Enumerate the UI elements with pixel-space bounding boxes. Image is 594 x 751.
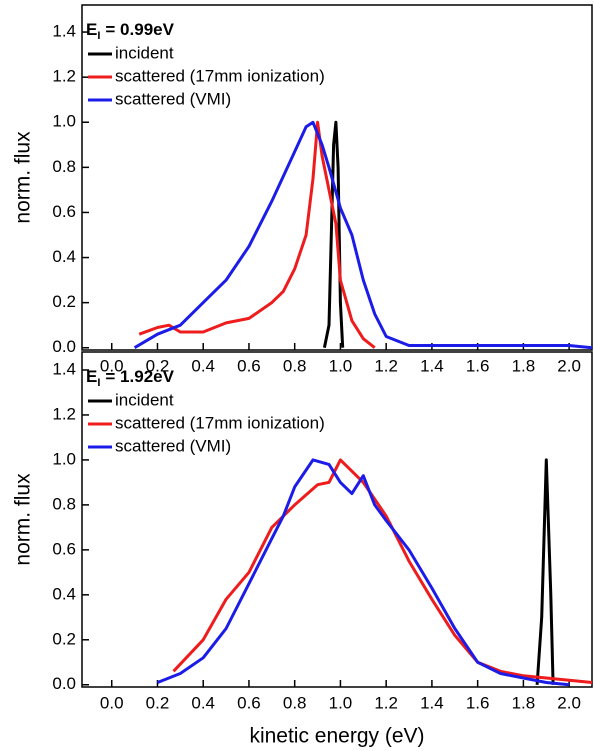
y-tick-label: 0.6 xyxy=(52,539,76,558)
x-tick-label: 1.4 xyxy=(420,356,444,375)
x-tick-label: 0.6 xyxy=(237,356,261,375)
y-tick-label: 1.2 xyxy=(52,404,76,423)
y-tick-label: 0.2 xyxy=(52,629,76,648)
energy-annotation: EI = 1.92eV xyxy=(86,367,175,388)
y-tick-label: 0.6 xyxy=(52,202,76,221)
x-tick-label: 1.0 xyxy=(329,356,353,375)
x-tick-label: 0.0 xyxy=(100,356,124,375)
y-tick-label: 1.0 xyxy=(52,112,76,131)
plot-frame xyxy=(81,4,593,351)
plot-frame xyxy=(81,351,593,688)
legend-label: incident xyxy=(115,43,174,62)
x-tick-label: 2.0 xyxy=(557,356,581,375)
y-tick-label: 1.4 xyxy=(52,22,76,41)
x-tick-label: 0.2 xyxy=(146,356,170,375)
x-tick-label: 1.4 xyxy=(420,693,444,712)
legend-label: incident xyxy=(115,390,174,409)
series-line xyxy=(138,120,376,349)
x-tick-label: 1.6 xyxy=(466,356,490,375)
series-line xyxy=(156,458,570,687)
x-tick-label: 0.2 xyxy=(146,693,170,712)
y-tick-label: 0.0 xyxy=(52,674,76,693)
x-axis-label: kinetic energy (eV) xyxy=(249,725,424,748)
x-tick-label: 0.8 xyxy=(283,693,307,712)
y-axis-label: norm. flux xyxy=(12,473,35,566)
x-tick-label: 0.6 xyxy=(237,693,261,712)
y-tick-label: 0.4 xyxy=(52,584,76,603)
y-tick-label: 0.0 xyxy=(52,337,76,356)
y-tick-label: 1.4 xyxy=(52,359,76,378)
x-tick-label: 1.2 xyxy=(374,693,398,712)
annotation-symbol: E xyxy=(86,20,97,39)
x-tick-label: 1.8 xyxy=(512,693,536,712)
annotation-text: = 1.92eV xyxy=(105,367,174,386)
y-tick-label: 0.4 xyxy=(52,247,76,266)
y-axis-label: norm. flux xyxy=(12,131,35,224)
annotation-text: = 0.99eV xyxy=(105,20,174,39)
x-tick-label: 1.6 xyxy=(466,693,490,712)
annotation-subscript: I xyxy=(97,30,100,42)
y-tick-label: 0.8 xyxy=(52,157,76,176)
legend-label: scattered (VMI) xyxy=(115,89,231,108)
series-line xyxy=(133,120,593,350)
y-tick-label: 0.8 xyxy=(52,494,76,513)
x-tick-label: 0.4 xyxy=(191,693,215,712)
y-tick-label: 1.2 xyxy=(52,67,76,86)
annotation-subscript: I xyxy=(97,377,100,389)
x-tick-label: 0.8 xyxy=(283,356,307,375)
x-tick-label: 2.0 xyxy=(557,693,581,712)
energy-annotation: EI = 0.99eV xyxy=(86,20,175,41)
x-tick-label: 1.8 xyxy=(512,356,536,375)
y-tick-label: 0.2 xyxy=(52,292,76,311)
legend-label: scattered (VMI) xyxy=(115,436,231,455)
series-line xyxy=(172,458,593,684)
x-tick-label: 1.2 xyxy=(374,356,398,375)
annotation-symbol: E xyxy=(86,367,97,386)
series-line xyxy=(322,120,345,349)
legend-label: scattered (17mm ionization) xyxy=(115,413,325,432)
x-tick-label: 1.0 xyxy=(329,693,353,712)
x-tick-label: 0.0 xyxy=(100,693,124,712)
y-tick-label: 1.0 xyxy=(52,449,76,468)
legend-label: scattered (17mm ionization) xyxy=(115,66,325,85)
x-tick-label: 0.4 xyxy=(191,356,215,375)
series-line xyxy=(535,458,555,685)
